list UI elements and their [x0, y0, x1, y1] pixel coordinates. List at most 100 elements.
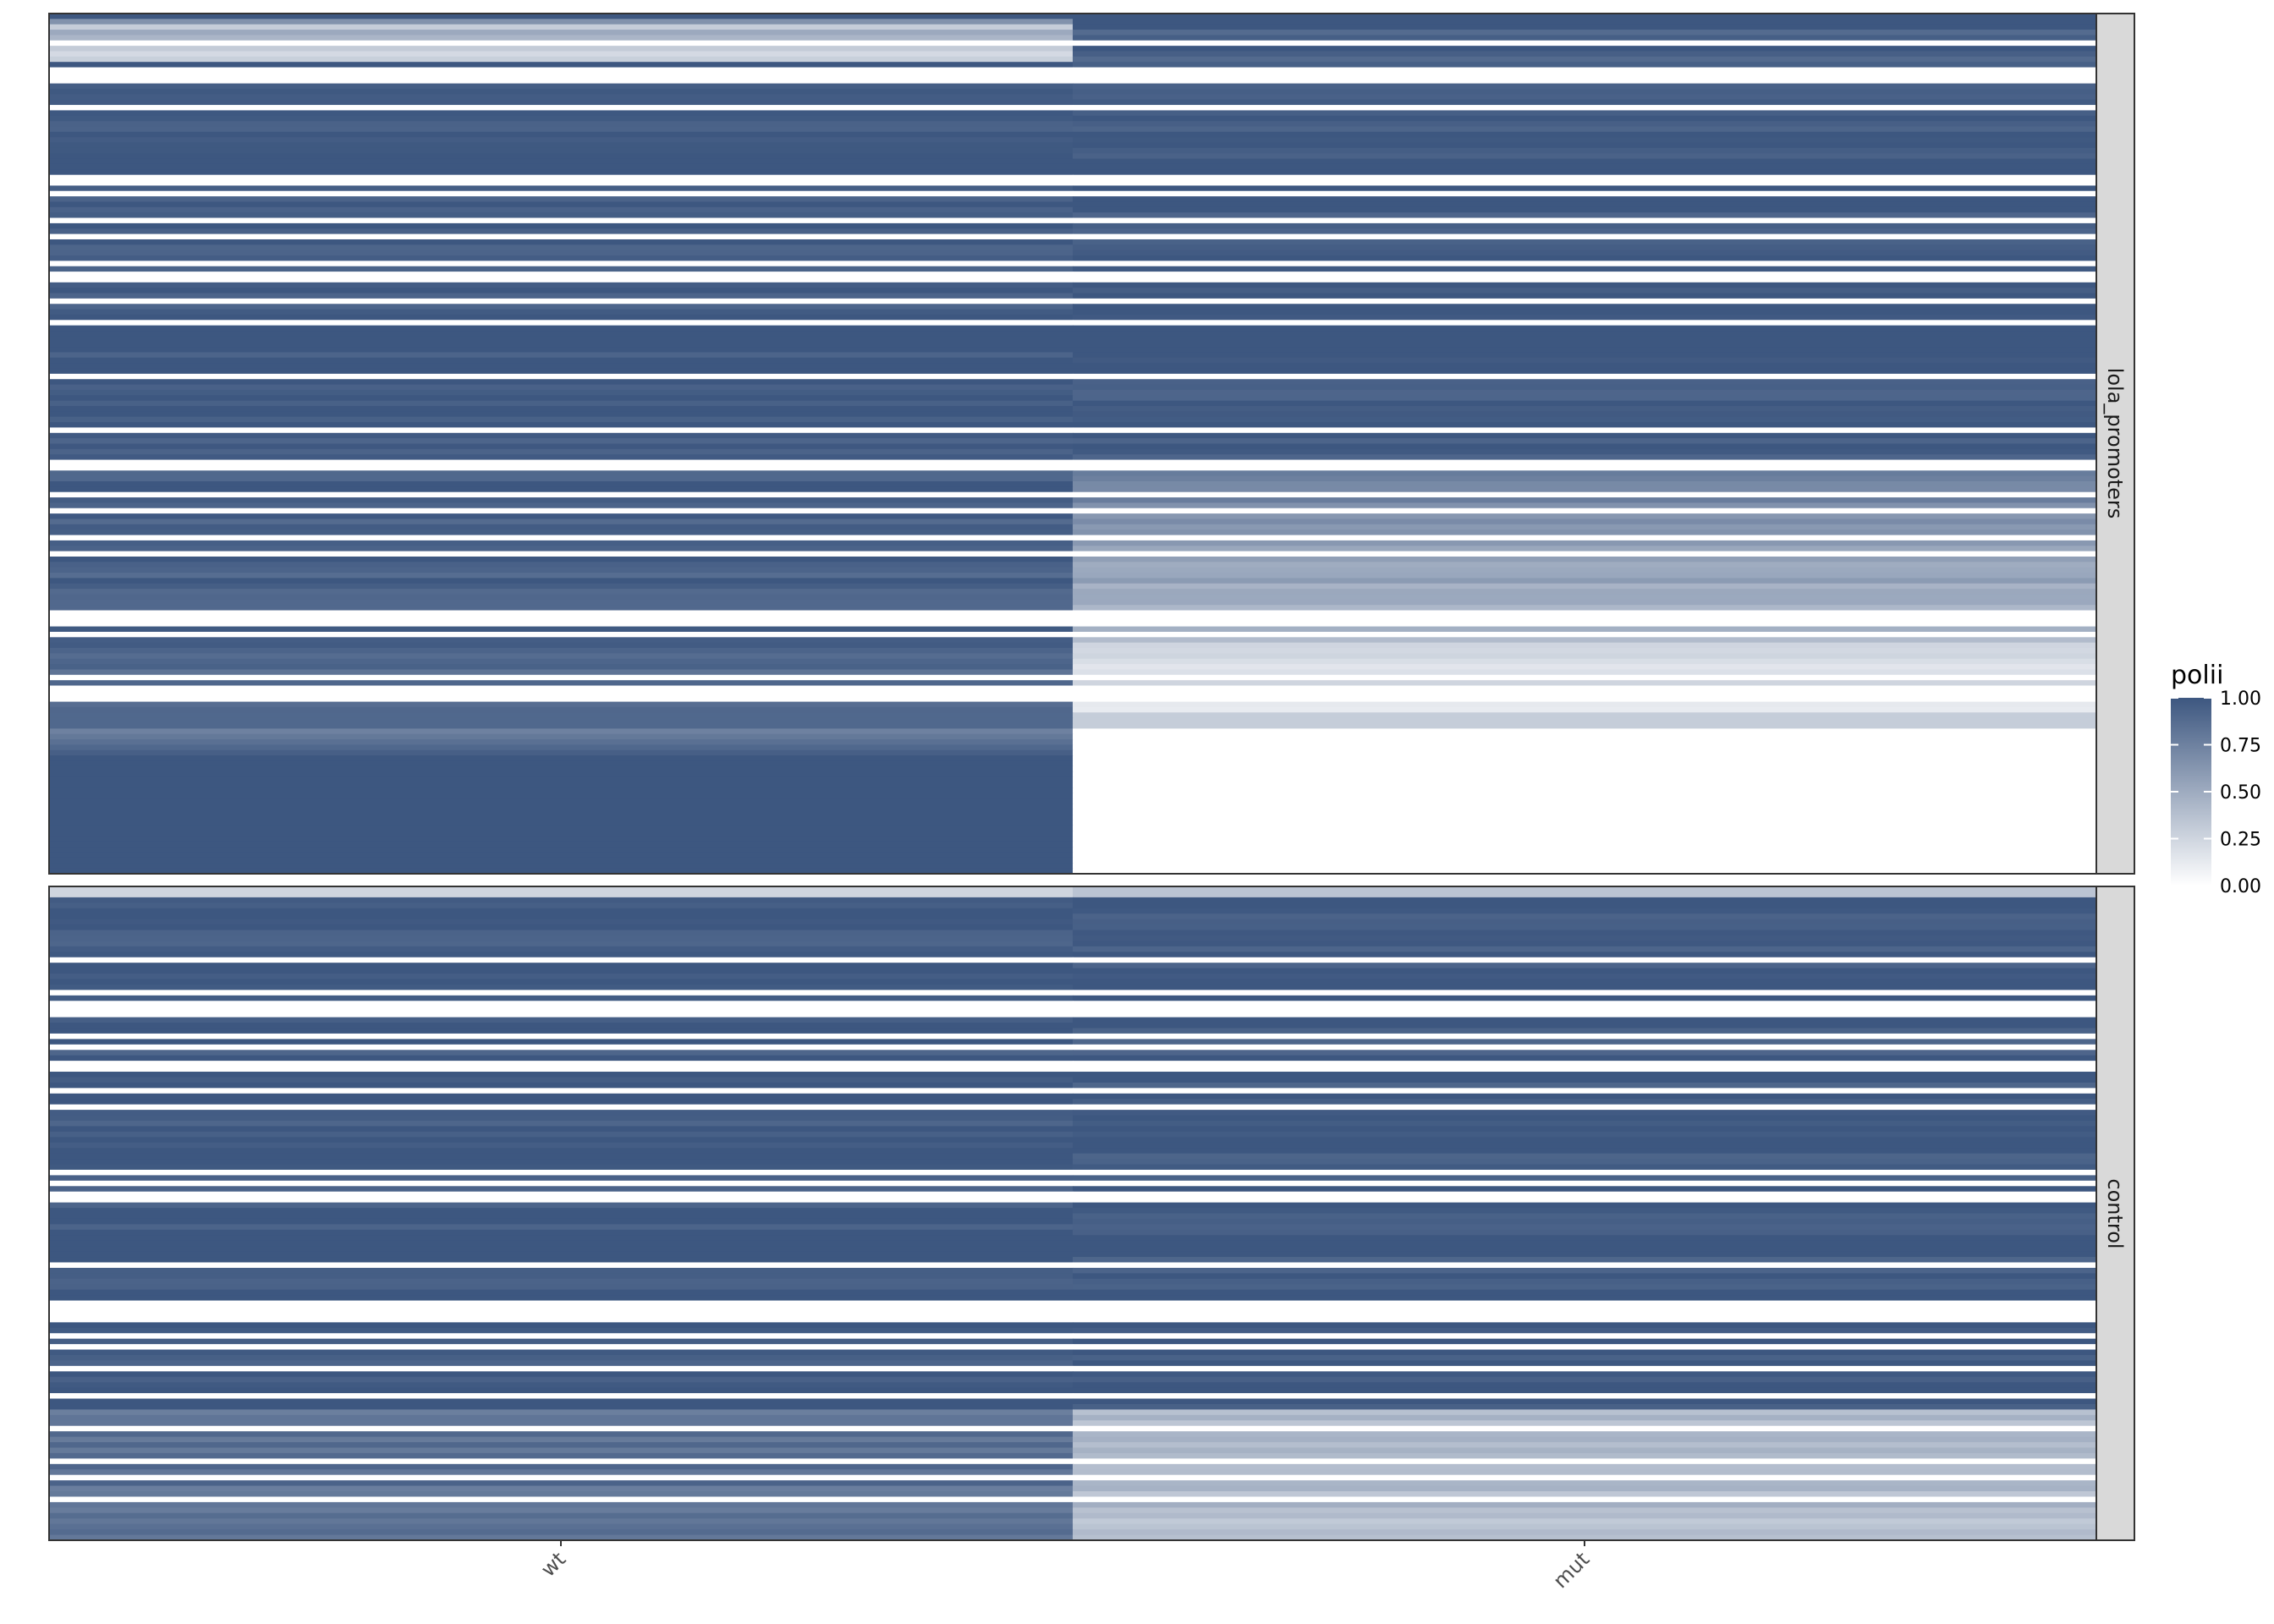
heatmap-cell [49, 1213, 1074, 1220]
heatmap-cell [1073, 142, 2097, 149]
heatmap-cell [49, 14, 1074, 19]
heatmap-cell [1073, 809, 2097, 815]
heatmap-cell [1073, 196, 2097, 203]
heatmap-cell [49, 1148, 1074, 1155]
heatmap-cell [1073, 946, 2097, 952]
heatmap-cell [49, 1257, 1074, 1264]
heatmap-cell [49, 744, 1074, 751]
heatmap-cell [49, 30, 1074, 36]
heatmap-cell [1073, 1496, 2097, 1503]
heatmap-cell [1073, 131, 2097, 138]
heatmap-cell [49, 244, 1074, 251]
heatmap-cell [49, 1077, 1074, 1084]
heatmap-cell [1073, 755, 2097, 762]
heatmap-cell [1073, 852, 2097, 859]
heatmap-cell [1073, 341, 2097, 348]
heatmap-cell [49, 1480, 1074, 1487]
heatmap-cell [49, 690, 1074, 697]
heatmap-cell [49, 1180, 1074, 1187]
heatmap-cell [1073, 815, 2097, 821]
heatmap-cell [49, 615, 1074, 622]
heatmap-cell [49, 1452, 1074, 1459]
heatmap-cell [1073, 1387, 2097, 1394]
heatmap-cell [1073, 438, 2097, 445]
heatmap-cell [1073, 1306, 2097, 1313]
heatmap-cell [49, 222, 1074, 229]
heatmap-cell [1073, 1082, 2097, 1089]
heatmap-cell [1073, 19, 2097, 25]
heatmap-cell [1073, 480, 2097, 487]
heatmap-cell [49, 1349, 1074, 1356]
heatmap-cell [49, 1126, 1074, 1133]
heatmap-cell [49, 1115, 1074, 1122]
heatmap-cell [1073, 1115, 2097, 1122]
heatmap-cell [1073, 599, 2097, 606]
heatmap-cell [49, 1306, 1074, 1313]
heatmap-cell [49, 1534, 1074, 1541]
heatmap-cell [1073, 886, 2097, 893]
heatmap-cell [1073, 573, 2097, 579]
heatmap-cell [1073, 990, 2097, 996]
heatmap-cell [49, 1496, 1074, 1503]
heatmap-cell [1073, 782, 2097, 788]
heatmap-cell [49, 787, 1074, 794]
heatmap-cell [49, 486, 1074, 493]
heatmap-cell [49, 416, 1074, 423]
heatmap-cell [1073, 357, 2097, 364]
heatmap-cell [1073, 206, 2097, 213]
heatmap-cell [1073, 1333, 2097, 1340]
heatmap-cell [1073, 546, 2097, 552]
heatmap-cell [1073, 968, 2097, 974]
heatmap-cell [1073, 432, 2097, 439]
heatmap-cell [1073, 1338, 2097, 1345]
heatmap-cell [1073, 1142, 2097, 1149]
heatmap-cell [1073, 1159, 2097, 1166]
legend-tick-label: 0.75 [2220, 736, 2261, 757]
heatmap-cell [49, 1414, 1074, 1421]
heatmap-cell [1073, 1322, 2097, 1329]
heatmap-cell [49, 1208, 1074, 1215]
heatmap-cell [1073, 331, 2097, 337]
heatmap-cell [49, 459, 1074, 466]
heatmap-cell [1073, 518, 2097, 525]
heatmap-cell [1073, 535, 2097, 541]
heatmap-cell [49, 852, 1074, 859]
heatmap-cell [49, 282, 1074, 288]
heatmap-cell [1073, 288, 2097, 294]
heatmap-cell [1073, 459, 2097, 466]
heatmap-cell [49, 524, 1074, 530]
heatmap-cell [1073, 475, 2097, 482]
heatmap-cell [49, 605, 1074, 612]
heatmap-cell [49, 529, 1074, 536]
heatmap-cell [1073, 556, 2097, 562]
heatmap-cell [1073, 1431, 2097, 1438]
heatmap-cell [1073, 464, 2097, 471]
heatmap-cell [1073, 72, 2097, 79]
heatmap-cell [1073, 658, 2097, 665]
heatmap-cell [49, 723, 1074, 729]
heatmap-cell [49, 680, 1074, 687]
heatmap-cell [1073, 935, 2097, 942]
heatmap-cell [49, 551, 1074, 557]
heatmap-cell [1073, 1349, 2097, 1356]
heatmap-cell [1073, 857, 2097, 864]
heatmap-cell [49, 266, 1074, 272]
heatmap-cell [1073, 941, 2097, 947]
heatmap-cell [1073, 1501, 2097, 1508]
heatmap-cell [49, 685, 1074, 692]
heatmap-cell [49, 1120, 1074, 1127]
heatmap-cell [49, 984, 1074, 990]
heatmap-cell [1073, 277, 2097, 283]
heatmap-cell [1073, 1197, 2097, 1204]
heatmap-cell [49, 567, 1074, 573]
facet-strip [2095, 13, 2135, 875]
heatmap-cell [1073, 631, 2097, 638]
heatmap-cell [1073, 701, 2097, 708]
heatmap-cell [49, 217, 1074, 224]
heatmap-cell [49, 755, 1074, 762]
heatmap-cell [1073, 1148, 2097, 1155]
heatmap-cell [1073, 974, 2097, 980]
heatmap-cell [1073, 836, 2097, 842]
heatmap-cell [49, 110, 1074, 117]
heatmap-cell [1073, 1414, 2097, 1421]
